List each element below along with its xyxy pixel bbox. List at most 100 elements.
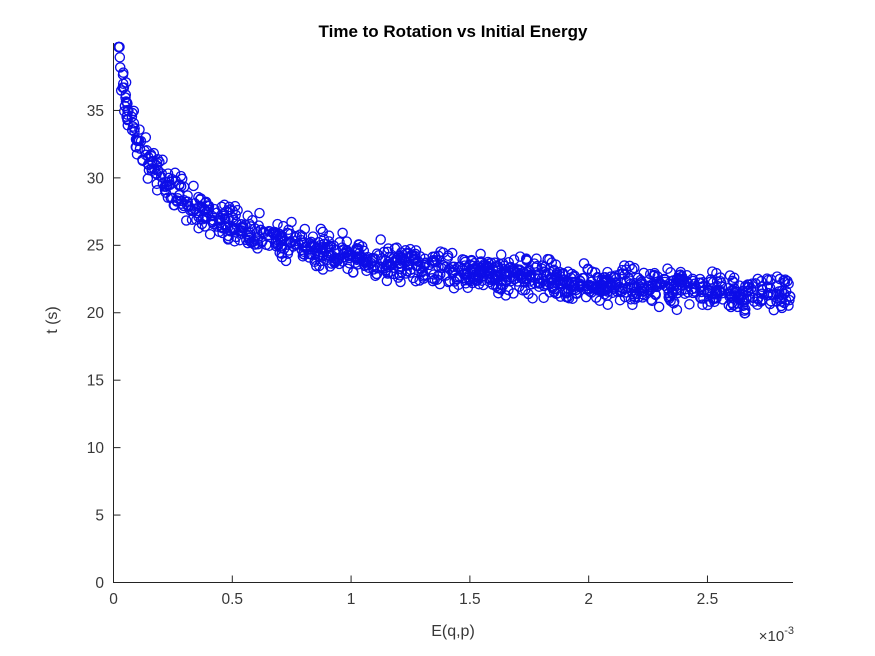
scatter-point bbox=[620, 283, 631, 294]
scatter-point bbox=[531, 260, 543, 272]
scatter-point bbox=[285, 237, 297, 248]
scatter-point bbox=[134, 124, 145, 135]
scatter-point bbox=[341, 236, 353, 247]
scatter-point bbox=[574, 281, 585, 293]
scatter-point bbox=[726, 290, 737, 302]
scatter-point bbox=[542, 253, 553, 265]
scatter-point bbox=[725, 285, 737, 297]
scatter-point bbox=[227, 205, 238, 217]
scatter-point bbox=[283, 224, 294, 236]
scatter-point bbox=[396, 247, 407, 258]
scatter-point bbox=[517, 285, 528, 296]
scatter-point bbox=[253, 231, 265, 242]
y-tick-label: 20 bbox=[87, 305, 105, 322]
scatter-point bbox=[697, 299, 708, 310]
scatter-point bbox=[201, 211, 212, 223]
scatter-point bbox=[600, 285, 612, 296]
chart-title: Time to Rotation vs Initial Energy bbox=[319, 22, 588, 41]
scatter-point bbox=[394, 252, 406, 263]
scatter-point bbox=[186, 214, 198, 225]
scatter-point bbox=[118, 82, 130, 93]
scatter-point bbox=[553, 274, 565, 286]
scatter-point bbox=[305, 248, 317, 260]
scatter-point bbox=[193, 222, 204, 234]
scatter-point bbox=[307, 231, 319, 242]
scatter-point bbox=[541, 279, 552, 290]
scatter-point bbox=[385, 259, 397, 271]
scatter-point bbox=[403, 252, 414, 264]
scatter-point bbox=[684, 299, 695, 310]
scatter-point bbox=[496, 263, 508, 275]
scatter-point bbox=[635, 274, 646, 286]
scatter-point bbox=[508, 288, 519, 299]
scatter-point bbox=[554, 266, 566, 278]
scatter-point bbox=[351, 252, 362, 263]
scatter-point bbox=[149, 163, 160, 175]
scatter-point bbox=[647, 278, 658, 290]
y-tick-label: 15 bbox=[87, 373, 104, 390]
scatter-point bbox=[339, 251, 350, 263]
scatter-point bbox=[714, 286, 726, 298]
scatter-point bbox=[436, 262, 447, 274]
scatter-point bbox=[702, 299, 713, 311]
scatter-point bbox=[400, 255, 412, 267]
scatter-point bbox=[653, 301, 665, 313]
scatter-point bbox=[739, 307, 751, 319]
y-tick-label: 5 bbox=[95, 507, 104, 524]
scatter-point bbox=[592, 271, 603, 283]
scatter-point bbox=[495, 249, 507, 260]
y-tick-label: 0 bbox=[95, 575, 104, 592]
scatter-point bbox=[593, 272, 604, 284]
x-axis-offset-label: ×10-3 bbox=[759, 625, 794, 645]
scatter-point bbox=[468, 260, 479, 272]
scatter-point bbox=[562, 291, 574, 303]
scatter-point bbox=[370, 270, 381, 282]
scatter-point bbox=[490, 265, 502, 276]
scatter-point bbox=[229, 236, 240, 247]
x-tick-label: 0.5 bbox=[222, 591, 244, 608]
scatter-point bbox=[738, 297, 750, 308]
scatter-point bbox=[474, 270, 485, 282]
scatter-point bbox=[163, 172, 175, 184]
scatter-point bbox=[188, 180, 199, 192]
offset-exponent: -3 bbox=[784, 625, 794, 637]
x-tick-label: 0 bbox=[109, 591, 118, 608]
scatter-point bbox=[672, 287, 683, 299]
scatter-point bbox=[133, 135, 145, 147]
scatter-point bbox=[267, 227, 278, 238]
scatter-point bbox=[371, 268, 383, 280]
scatter-point bbox=[341, 246, 353, 257]
scatter-point bbox=[157, 154, 168, 166]
scatter-point bbox=[554, 270, 566, 282]
scatter-point bbox=[128, 117, 140, 129]
scatter-point bbox=[245, 221, 256, 232]
scatter-point bbox=[766, 289, 777, 300]
scatter-point bbox=[383, 243, 394, 254]
scatter-point bbox=[477, 263, 489, 275]
scatter-point bbox=[675, 269, 686, 280]
scatter-point bbox=[318, 233, 330, 245]
scatter-point bbox=[614, 294, 626, 306]
scatter-point bbox=[715, 276, 726, 287]
scatter-point bbox=[757, 284, 769, 296]
scatter-point bbox=[532, 273, 544, 284]
scatter-point bbox=[585, 280, 597, 292]
scatter-point bbox=[371, 248, 383, 259]
scatter-point bbox=[122, 98, 133, 109]
scatter-point bbox=[536, 260, 548, 271]
scatter-point bbox=[317, 264, 329, 275]
scatter-point bbox=[762, 274, 774, 286]
scatter-point bbox=[416, 267, 427, 278]
scatter-point bbox=[204, 229, 216, 240]
scatter-point bbox=[728, 272, 740, 284]
scatter-point bbox=[163, 176, 175, 187]
scatter-point bbox=[217, 210, 229, 222]
scatter-point bbox=[676, 271, 688, 282]
scatter-point bbox=[578, 258, 590, 269]
x-axis-label: E(q,p) bbox=[431, 623, 475, 640]
scatter-point bbox=[483, 258, 495, 269]
scatter-point bbox=[274, 247, 285, 258]
scatter-point bbox=[405, 264, 416, 276]
scatter-point bbox=[254, 207, 265, 219]
scatter-point bbox=[217, 223, 229, 234]
